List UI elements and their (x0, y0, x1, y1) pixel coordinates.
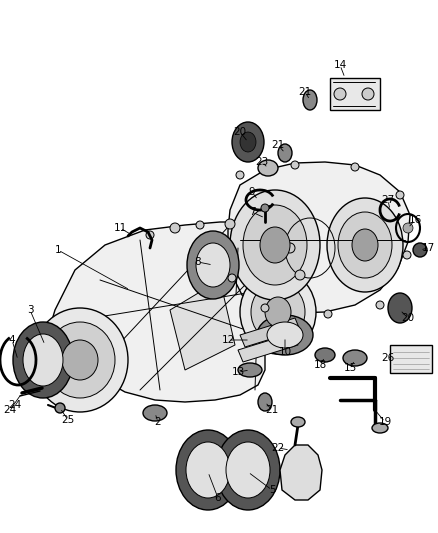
Ellipse shape (315, 348, 335, 362)
Circle shape (225, 219, 235, 229)
Polygon shape (238, 333, 298, 362)
Ellipse shape (196, 243, 230, 287)
Ellipse shape (240, 270, 316, 354)
Ellipse shape (291, 417, 305, 427)
Ellipse shape (267, 322, 303, 348)
Text: 11: 11 (113, 223, 127, 233)
Text: 24: 24 (4, 405, 17, 415)
Circle shape (334, 88, 346, 100)
Polygon shape (170, 280, 235, 370)
Text: 10: 10 (279, 347, 292, 357)
Ellipse shape (388, 293, 412, 323)
Text: 12: 12 (221, 335, 235, 345)
Text: 2: 2 (155, 417, 161, 427)
Text: 18: 18 (313, 360, 327, 370)
Text: 6: 6 (215, 493, 221, 503)
Text: 13: 13 (231, 367, 245, 377)
Text: 26: 26 (381, 353, 395, 363)
Ellipse shape (226, 442, 270, 498)
Text: 21: 21 (265, 405, 279, 415)
Ellipse shape (238, 363, 262, 377)
Ellipse shape (303, 90, 317, 110)
Ellipse shape (278, 144, 292, 162)
Circle shape (261, 304, 269, 312)
Circle shape (261, 204, 269, 212)
Ellipse shape (186, 442, 230, 498)
Polygon shape (280, 445, 322, 500)
Circle shape (146, 231, 154, 239)
Ellipse shape (257, 315, 313, 355)
Polygon shape (228, 162, 410, 313)
Ellipse shape (240, 132, 256, 152)
Ellipse shape (243, 205, 307, 285)
Text: 7: 7 (249, 207, 255, 217)
Text: 17: 17 (421, 243, 434, 253)
Ellipse shape (45, 322, 115, 398)
Ellipse shape (32, 308, 128, 412)
Ellipse shape (187, 231, 239, 299)
Circle shape (362, 88, 374, 100)
Ellipse shape (258, 393, 272, 411)
Text: 8: 8 (194, 257, 201, 267)
Circle shape (295, 270, 305, 280)
Text: 27: 27 (381, 195, 395, 205)
Circle shape (236, 171, 244, 179)
Text: 23: 23 (255, 157, 268, 167)
Ellipse shape (260, 227, 290, 263)
Polygon shape (52, 222, 310, 402)
Circle shape (170, 223, 180, 233)
Ellipse shape (13, 322, 73, 398)
Text: 16: 16 (408, 215, 422, 225)
Text: 20: 20 (402, 313, 414, 323)
Circle shape (324, 310, 332, 318)
Text: 3: 3 (27, 305, 33, 315)
Text: 22: 22 (272, 443, 285, 453)
Text: 14: 14 (333, 60, 346, 70)
Text: 21: 21 (298, 87, 311, 97)
Circle shape (228, 274, 236, 282)
Polygon shape (240, 318, 300, 347)
Circle shape (403, 251, 411, 259)
Ellipse shape (338, 212, 392, 278)
Text: 24: 24 (8, 400, 21, 410)
Ellipse shape (176, 430, 240, 510)
Text: 15: 15 (343, 363, 357, 373)
Ellipse shape (143, 405, 167, 421)
Text: 9: 9 (249, 187, 255, 197)
Ellipse shape (327, 198, 403, 292)
Text: 1: 1 (55, 245, 61, 255)
Circle shape (413, 243, 427, 257)
Ellipse shape (265, 297, 291, 327)
Circle shape (376, 301, 384, 309)
Circle shape (351, 163, 359, 171)
Bar (330, 78, 380, 110)
Circle shape (291, 161, 299, 169)
Circle shape (396, 191, 404, 199)
Ellipse shape (62, 340, 98, 380)
Text: 20: 20 (233, 127, 247, 137)
Bar (390, 345, 432, 373)
Ellipse shape (352, 229, 378, 261)
Text: 19: 19 (378, 417, 392, 427)
Text: 21: 21 (272, 140, 285, 150)
Circle shape (403, 223, 413, 233)
Ellipse shape (232, 122, 264, 162)
Text: 4: 4 (9, 335, 15, 345)
Ellipse shape (230, 190, 320, 300)
Ellipse shape (23, 334, 63, 386)
Circle shape (196, 221, 204, 229)
Ellipse shape (216, 430, 280, 510)
Circle shape (285, 243, 295, 253)
Circle shape (55, 403, 65, 413)
Ellipse shape (258, 160, 278, 176)
Ellipse shape (372, 423, 388, 433)
Text: 25: 25 (61, 415, 74, 425)
Ellipse shape (251, 282, 305, 342)
Text: 5: 5 (268, 485, 276, 495)
Ellipse shape (343, 350, 367, 366)
